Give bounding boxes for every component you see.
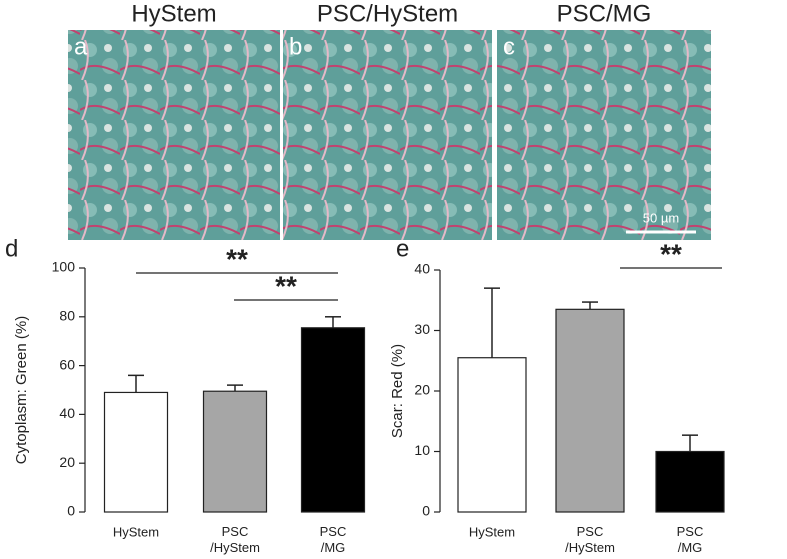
panel-letter: a bbox=[74, 33, 88, 60]
histology-image bbox=[68, 30, 280, 240]
y-axis-label: Scar: Red (%) bbox=[389, 344, 406, 438]
bar bbox=[103, 391, 169, 513]
y-tick-label: 30 bbox=[414, 321, 430, 337]
bar bbox=[655, 450, 725, 513]
significance-label: ** bbox=[275, 270, 297, 301]
y-tick-label: 10 bbox=[414, 442, 430, 458]
bar bbox=[555, 308, 625, 513]
x-tick-label: PSC/HyStem bbox=[210, 524, 260, 555]
x-tick-label: PSC/MG bbox=[677, 524, 704, 555]
x-tick-label: HyStem bbox=[469, 524, 515, 539]
scale-bar-label: 50 µm bbox=[643, 210, 679, 225]
x-tick-label: HyStem bbox=[113, 524, 159, 539]
histology-image bbox=[283, 30, 492, 240]
y-tick-label: 20 bbox=[59, 454, 75, 470]
y-tick-label: 40 bbox=[59, 405, 75, 421]
y-axis-label: Cytoplasm: Green (%) bbox=[13, 316, 30, 464]
bar bbox=[202, 390, 268, 513]
y-tick-label: 0 bbox=[422, 503, 430, 519]
y-tick-label: 100 bbox=[52, 259, 76, 275]
y-tick-label: 60 bbox=[59, 356, 75, 372]
panel-letter: b bbox=[289, 33, 302, 60]
bar bbox=[457, 357, 527, 513]
significance-label: ** bbox=[226, 243, 248, 274]
y-tick-label: 80 bbox=[59, 308, 75, 324]
image-title: PSC/HyStem bbox=[317, 0, 458, 27]
panel-letter: c bbox=[503, 33, 515, 60]
image-title: HyStem bbox=[131, 0, 216, 27]
histology-image bbox=[497, 30, 711, 240]
y-tick-label: 20 bbox=[414, 382, 430, 398]
panel-letter: d bbox=[5, 235, 18, 262]
y-tick-label: 0 bbox=[67, 503, 75, 519]
image-title: PSC/MG bbox=[557, 0, 652, 27]
bar bbox=[300, 327, 366, 513]
significance-label: ** bbox=[660, 238, 682, 269]
panel-letter: e bbox=[396, 235, 409, 262]
x-tick-label: PSC/HyStem bbox=[565, 524, 615, 555]
y-tick-label: 40 bbox=[414, 261, 430, 277]
x-tick-label: PSC/MG bbox=[320, 524, 347, 555]
